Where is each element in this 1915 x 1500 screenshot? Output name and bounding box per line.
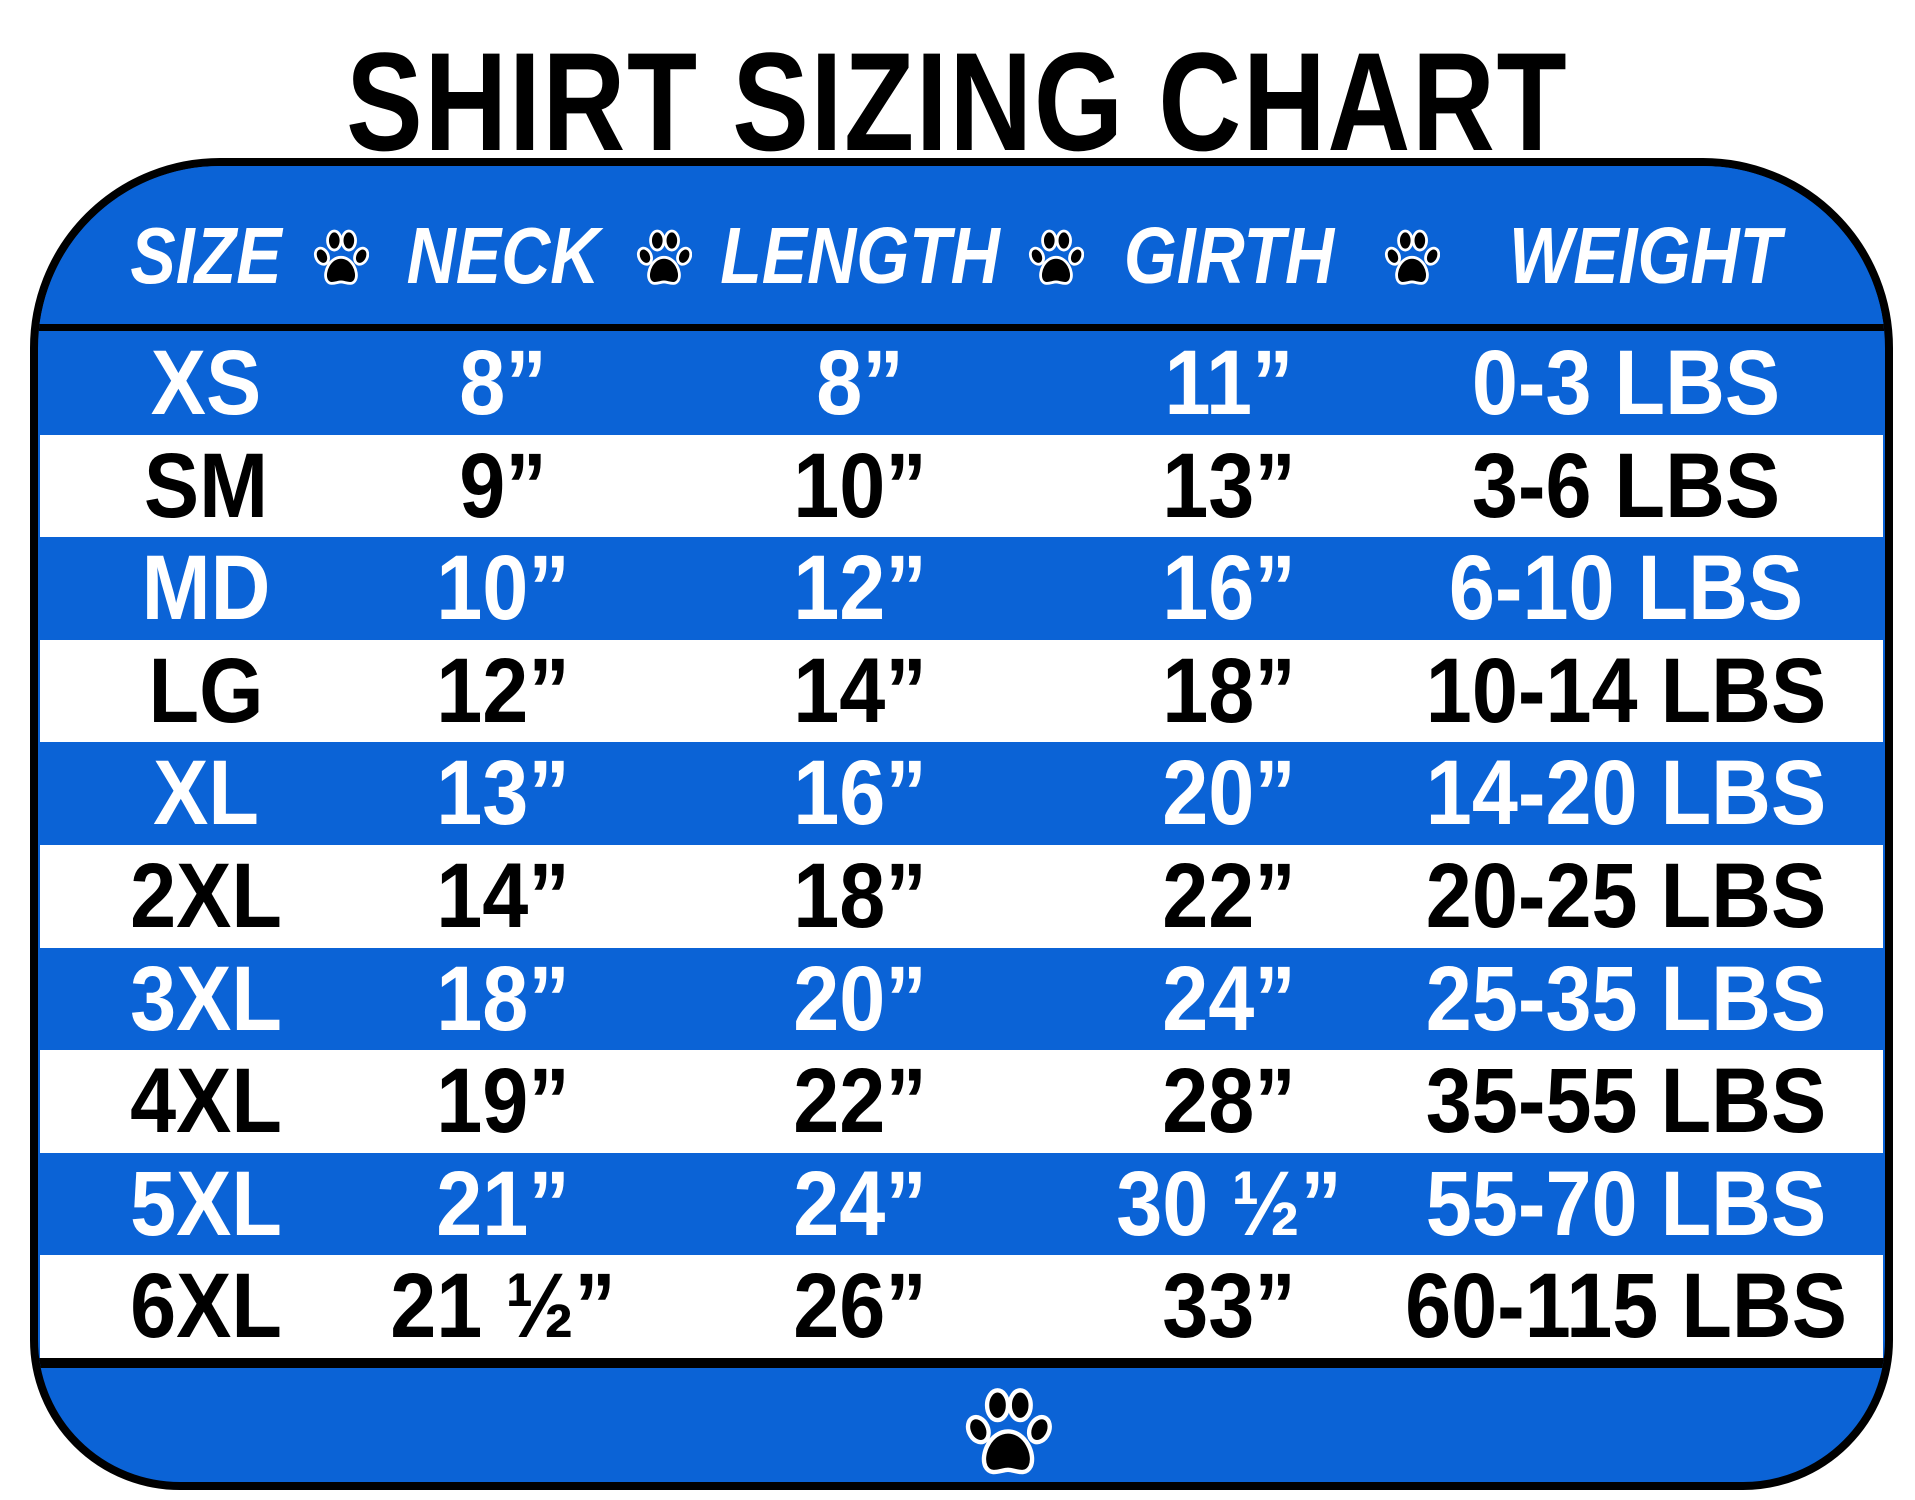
sizing-table: SIZE NECK LENGTH GIRTH WEIGHT XS 8” 8” 11” 0… <box>30 158 1893 1490</box>
cell-girth: 13” <box>1162 434 1296 537</box>
cell-neck: 21 ½” <box>390 1255 616 1358</box>
cell-weight: 60-115 LBS <box>1405 1255 1847 1358</box>
cell-length: 12” <box>793 537 927 640</box>
cell-size: 2XL <box>130 844 282 947</box>
header-divider <box>38 324 1885 331</box>
cell-length: 24” <box>793 1152 927 1255</box>
cell-size: 3XL <box>130 947 282 1050</box>
table-row: LG 12” 14” 18” 10-14 LBS <box>40 639 1883 743</box>
table-row: 6XL 21 ½” 26” 33” 60-115 LBS <box>40 1255 1883 1358</box>
paw-print-icon <box>1384 228 1440 290</box>
cell-weight: 0-3 LBS <box>1471 332 1781 434</box>
table-header: SIZE NECK LENGTH GIRTH WEIGHT <box>38 166 1885 326</box>
cell-size: 5XL <box>130 1152 282 1255</box>
cell-length: 10” <box>793 434 927 537</box>
cell-girth: 16” <box>1162 537 1296 640</box>
cell-weight: 55-70 LBS <box>1425 1152 1827 1255</box>
cell-weight: 25-35 LBS <box>1425 947 1827 1050</box>
header-neck: NECK <box>406 211 600 300</box>
table-row: MD 10” 12” 16” 6-10 LBS <box>40 537 1883 640</box>
paw-print-icon <box>313 228 369 290</box>
table-row: 2XL 14” 18” 22” 20-25 LBS <box>40 844 1883 948</box>
cell-neck: 14” <box>436 844 570 947</box>
cell-girth: 33” <box>1162 1255 1296 1358</box>
cell-neck: 13” <box>436 742 570 845</box>
cell-neck: 10” <box>436 537 570 640</box>
cell-weight: 6-10 LBS <box>1448 537 1804 640</box>
paw-print-icon <box>1028 228 1084 290</box>
cell-size: SM <box>143 434 269 537</box>
cell-girth: 24” <box>1162 947 1296 1050</box>
cell-size: 4XL <box>130 1050 282 1153</box>
cell-length: 14” <box>793 639 927 742</box>
cell-girth: 30 ½” <box>1116 1152 1342 1255</box>
cell-length: 26” <box>793 1255 927 1358</box>
cell-weight: 14-20 LBS <box>1425 742 1827 845</box>
cell-size: XL <box>153 742 259 845</box>
cell-neck: 12” <box>436 639 570 742</box>
cell-length: 8” <box>816 332 904 434</box>
cell-weight: 3-6 LBS <box>1471 434 1781 537</box>
cell-length: 18” <box>793 844 927 947</box>
header-weight: WEIGHT <box>1509 211 1781 300</box>
cell-weight: 35-55 LBS <box>1425 1050 1827 1153</box>
table-row: SM 9” 10” 13” 3-6 LBS <box>40 434 1883 538</box>
cell-girth: 18” <box>1162 639 1296 742</box>
cell-weight: 10-14 LBS <box>1425 639 1827 742</box>
cell-neck: 8” <box>459 332 547 434</box>
cell-neck: 9” <box>459 434 547 537</box>
table-row: XS 8” 8” 11” 0-3 LBS <box>40 332 1883 435</box>
header-size: SIZE <box>130 211 282 300</box>
cell-size: LG <box>148 639 264 742</box>
cell-length: 20” <box>793 947 927 1050</box>
table-row: XL 13” 16” 20” 14-20 LBS <box>40 742 1883 845</box>
cell-girth: 11” <box>1164 332 1294 434</box>
cell-size: XS <box>150 332 262 434</box>
cell-neck: 21” <box>436 1152 570 1255</box>
table-body: XS 8” 8” 11” 0-3 LBS SM 9” 10” 13” 3-6 LBS MD 10” 12… <box>40 332 1883 1358</box>
cell-neck: 18” <box>436 947 570 1050</box>
cell-girth: 28” <box>1162 1050 1296 1153</box>
cell-length: 16” <box>793 742 927 845</box>
table-row: 4XL 19” 22” 28” 35-55 LBS <box>40 1050 1883 1153</box>
header-girth: GIRTH <box>1123 211 1335 300</box>
cell-neck: 19” <box>436 1050 570 1153</box>
footer-divider <box>38 1358 1885 1368</box>
header-length: LENGTH <box>720 211 1000 300</box>
cell-size: 6XL <box>130 1255 282 1358</box>
table-row: 5XL 21” 24” 30 ½” 55-70 LBS <box>40 1152 1883 1256</box>
paw-print-icon <box>636 228 692 290</box>
chart-title: SHIRT SIZING CHART <box>0 22 1915 182</box>
cell-girth: 20” <box>1162 742 1296 845</box>
paw-print-icon <box>963 1386 1053 1482</box>
cell-size: MD <box>141 537 271 640</box>
cell-length: 22” <box>793 1050 927 1153</box>
cell-girth: 22” <box>1162 844 1296 947</box>
cell-weight: 20-25 LBS <box>1425 844 1827 947</box>
chart-title-text: SHIRT SIZING CHART <box>346 23 1569 180</box>
table-row: 3XL 18” 20” 24” 25-35 LBS <box>40 947 1883 1051</box>
